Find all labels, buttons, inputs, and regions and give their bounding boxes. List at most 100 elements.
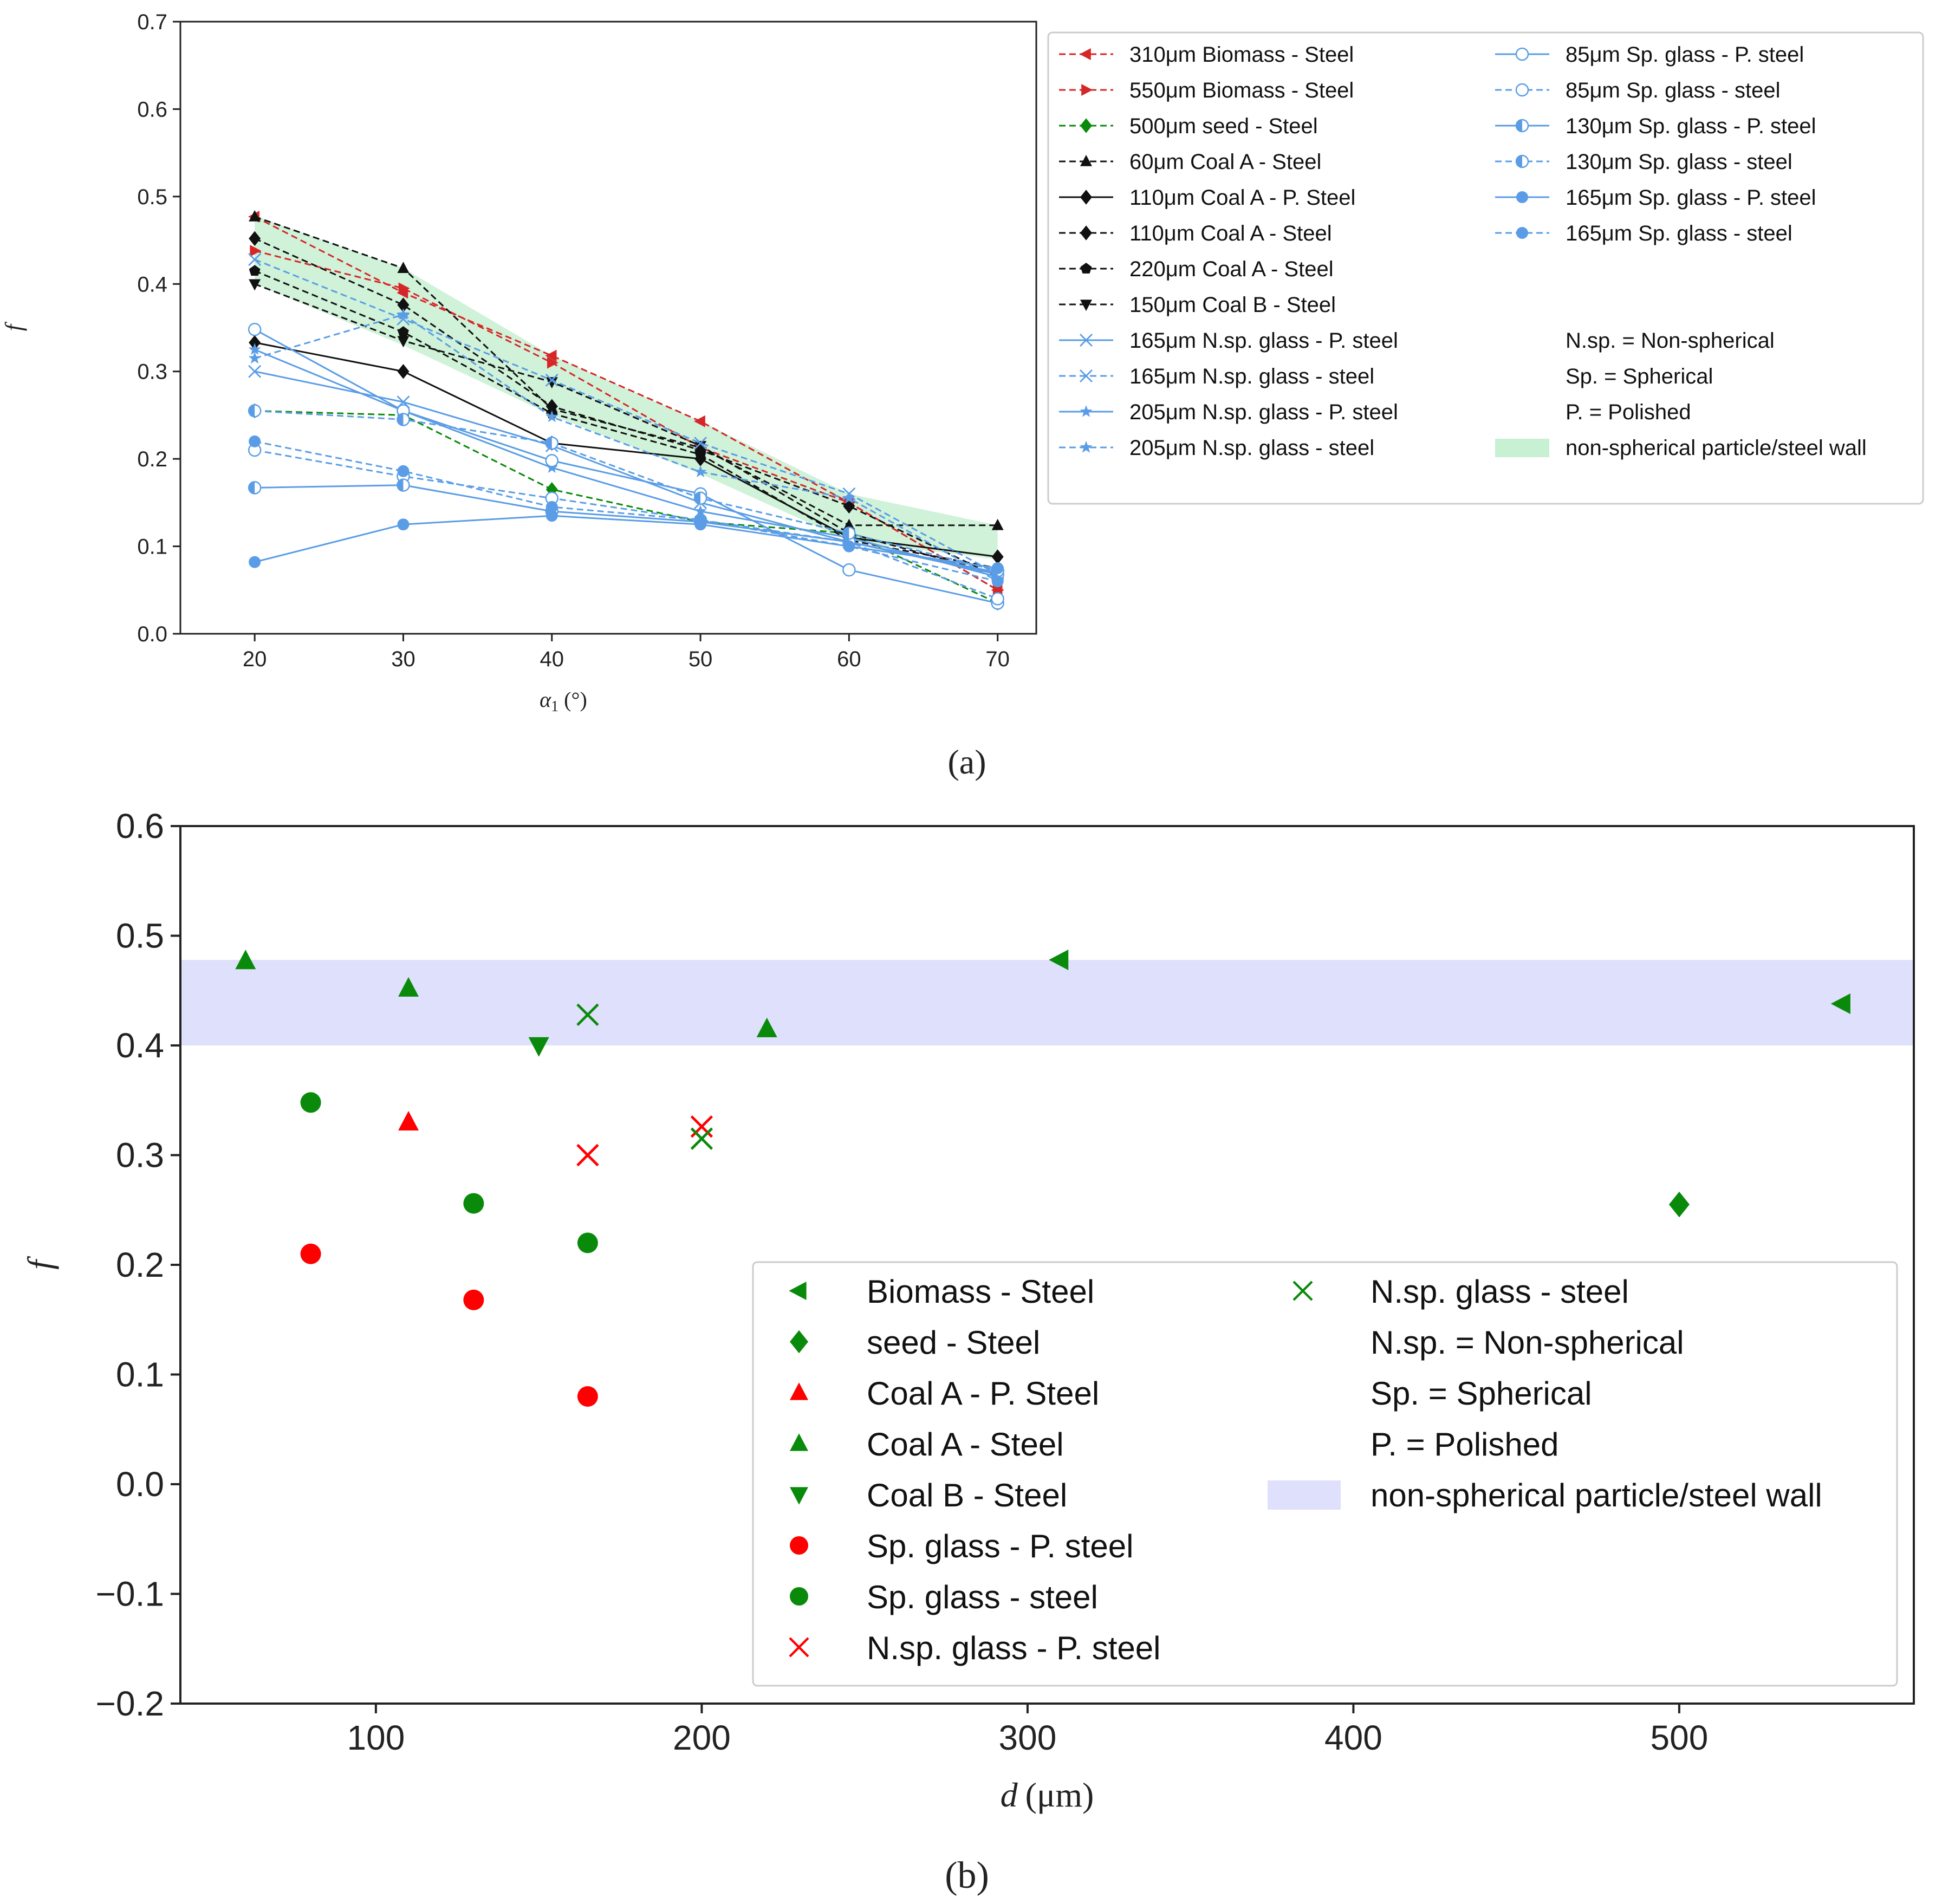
panel-b-legend-marker-6 <box>790 1587 808 1606</box>
panel-b-legend-label-3: Coal A - Steel <box>867 1426 1064 1463</box>
panel-a-point-9-0 <box>248 253 262 267</box>
panel-a-legend-marker-1-shape <box>1081 84 1093 96</box>
panel-b-legend-marker-1-shape <box>790 1330 808 1354</box>
panel-a-point-3-0-shape <box>249 210 261 222</box>
panel-a-point-11-3-shape <box>694 465 707 478</box>
panel-a-point-3-4 <box>843 518 855 530</box>
panel-b-ytick-label-8: −0.2 <box>96 1684 164 1723</box>
panel-b-point-3-1-shape <box>398 977 419 997</box>
panel-a-legend-marker-13 <box>1515 83 1529 97</box>
panel-b-xtick-label-3: 400 <box>1324 1718 1382 1757</box>
panel-b-point-7-0-shape <box>576 1143 599 1167</box>
panel-a-point-7-1 <box>397 336 410 348</box>
panel-b-point-2-0 <box>398 1110 419 1130</box>
panel-b-legend-label-8: N.sp. glass - steel <box>1371 1273 1629 1310</box>
panel-a-point-17-4-shape <box>843 540 855 553</box>
panel-a-point-5-0-shape <box>249 231 261 246</box>
panel-a-legend-marker-6-shape <box>1080 263 1092 274</box>
panel-b-axes: 100 200 300 400 500 0.6 0.5 0.4 0.3 0.2 0.1 0.0 −0.1… <box>96 807 1709 1757</box>
panel-a-ytick-label-0: 0.0 <box>137 622 167 646</box>
panel-a-xtick-label-2: 40 <box>540 647 564 671</box>
panel-a-point-9-2 <box>545 373 558 387</box>
panel-a-point-12-2-shape <box>545 454 558 467</box>
panel-a-point-3-5-shape <box>991 518 1004 530</box>
panel-a-point-7-0 <box>249 279 261 291</box>
panel-a-point-15-0-half <box>249 405 255 417</box>
panel-b-ytick-label-3: 0.3 <box>116 1136 164 1175</box>
panel-b-point-5-0 <box>300 1243 321 1264</box>
panel-a-point-16-2-shape <box>545 510 558 522</box>
panel-a-legend-marker-14-half <box>1516 120 1522 132</box>
panel-a-point-6-1-shape <box>398 326 409 337</box>
panel-a-point-4-5-shape <box>991 549 1004 564</box>
panel-a-legend-marker-6 <box>1080 263 1092 274</box>
panel-a-point-15-0 <box>248 404 262 418</box>
panel-a-point-6-3 <box>694 449 706 459</box>
panel-b-point-5-1-shape <box>463 1289 484 1310</box>
panel-a-point-1-2 <box>547 356 558 369</box>
panel-a-point-12-4 <box>842 563 856 577</box>
panel-a-legend-marker-7 <box>1080 300 1092 311</box>
panel-a-series-line-16 <box>254 515 998 569</box>
panel-a-point-6-0 <box>249 265 261 276</box>
panel-a-series-line-7 <box>254 283 998 575</box>
panel-b-legend-marker-8-shape <box>1292 1281 1313 1301</box>
panel-a-point-7-0-shape <box>249 279 261 291</box>
panel-b-legend-label-0: Biomass - Steel <box>867 1273 1094 1310</box>
panel-b-point-8-0-shape <box>576 1003 599 1026</box>
panel-a-point-0-2-shape <box>545 349 557 362</box>
panel-a-legend-label-5: 110μm Coal A - Steel <box>1129 222 1332 245</box>
panel-a-point-16-5 <box>991 562 1004 574</box>
panel-a-point-14-1 <box>397 478 410 492</box>
panel-a-legend-note-2: P. = Polished <box>1566 400 1691 424</box>
panel-a-point-3-5 <box>991 518 1004 530</box>
panel-b-xtick-label-1: 200 <box>673 1718 731 1757</box>
panel-a-point-15-4 <box>842 527 856 540</box>
panel-a-xtick-label-5: 70 <box>985 647 1010 671</box>
panel-a-legend-label-3: 60μm Coal A - Steel <box>1129 150 1321 174</box>
panel-b-legend-marker-2-shape <box>790 1382 808 1400</box>
panel-a-legend-label-7: 150μm Coal B - Steel <box>1129 293 1336 317</box>
panel-b-point-3-2 <box>756 1017 777 1037</box>
panel-a-series-line-3 <box>254 216 998 527</box>
panel-b-legend-marker-8 <box>1292 1281 1313 1301</box>
panel-a-legend-label-15: 130μm Sp. glass - steel <box>1566 150 1792 174</box>
panel-a-point-17-3 <box>694 514 707 527</box>
panel-a-point-1-2-shape <box>547 356 558 369</box>
panel-a-xtick-label-4: 60 <box>837 647 861 671</box>
panel-a-legend-label-17: 165μm Sp. glass - steel <box>1566 222 1792 245</box>
panel-a-point-15-3 <box>693 491 707 505</box>
panel-a-point-15-1-half <box>397 413 404 426</box>
panel-a-legend-marker-5 <box>1080 225 1092 241</box>
panel-b-legend-note-0: N.sp. = Non-spherical <box>1371 1324 1684 1361</box>
panel-a-point-7-2-shape <box>545 377 558 389</box>
panel-a-point-11-2 <box>545 410 558 423</box>
panel-a-point-5-1-shape <box>397 297 410 313</box>
panel-b-point-4-0 <box>528 1037 549 1057</box>
panel-a-point-11-4 <box>842 491 855 504</box>
panel-b-legend-frame <box>752 1261 1898 1687</box>
panel-a-point-9-1 <box>397 312 410 326</box>
panel-a-xtick-label-3: 50 <box>689 647 713 671</box>
panel-a-point-1-0 <box>250 244 262 257</box>
panel-a-point-4-1 <box>397 363 410 379</box>
panel-a-point-12-0-shape <box>248 322 262 336</box>
panel-a-legend-band-label: non-spherical particle/steel wall <box>1566 436 1867 460</box>
panel-a-ytick-label-2: 0.2 <box>137 447 167 471</box>
panel-b-xtick-label-4: 500 <box>1651 1718 1709 1757</box>
panel-a-point-16-0-shape <box>249 556 261 568</box>
panel-b-xtick-label-2: 300 <box>999 1718 1057 1757</box>
panel-a-ytick-label-5: 0.5 <box>137 185 167 209</box>
panel-a-point-1-0-shape <box>250 244 262 257</box>
panel-b-point-3-1 <box>398 977 419 997</box>
panel-b-point-6-2 <box>577 1232 598 1253</box>
panel-b-legend-marker-5-shape <box>790 1536 808 1555</box>
panel-a-point-7-1-shape <box>397 336 410 348</box>
panel-a-point-11-3 <box>694 465 707 478</box>
panel-a-point-17-1-shape <box>397 465 410 477</box>
panel-b-point-1-0 <box>1668 1191 1690 1218</box>
panel-a-point-17-5-shape <box>991 575 1004 588</box>
panel-b-point-8-0 <box>576 1003 599 1026</box>
panel-b-legend-note-2: P. = Polished <box>1371 1426 1559 1463</box>
